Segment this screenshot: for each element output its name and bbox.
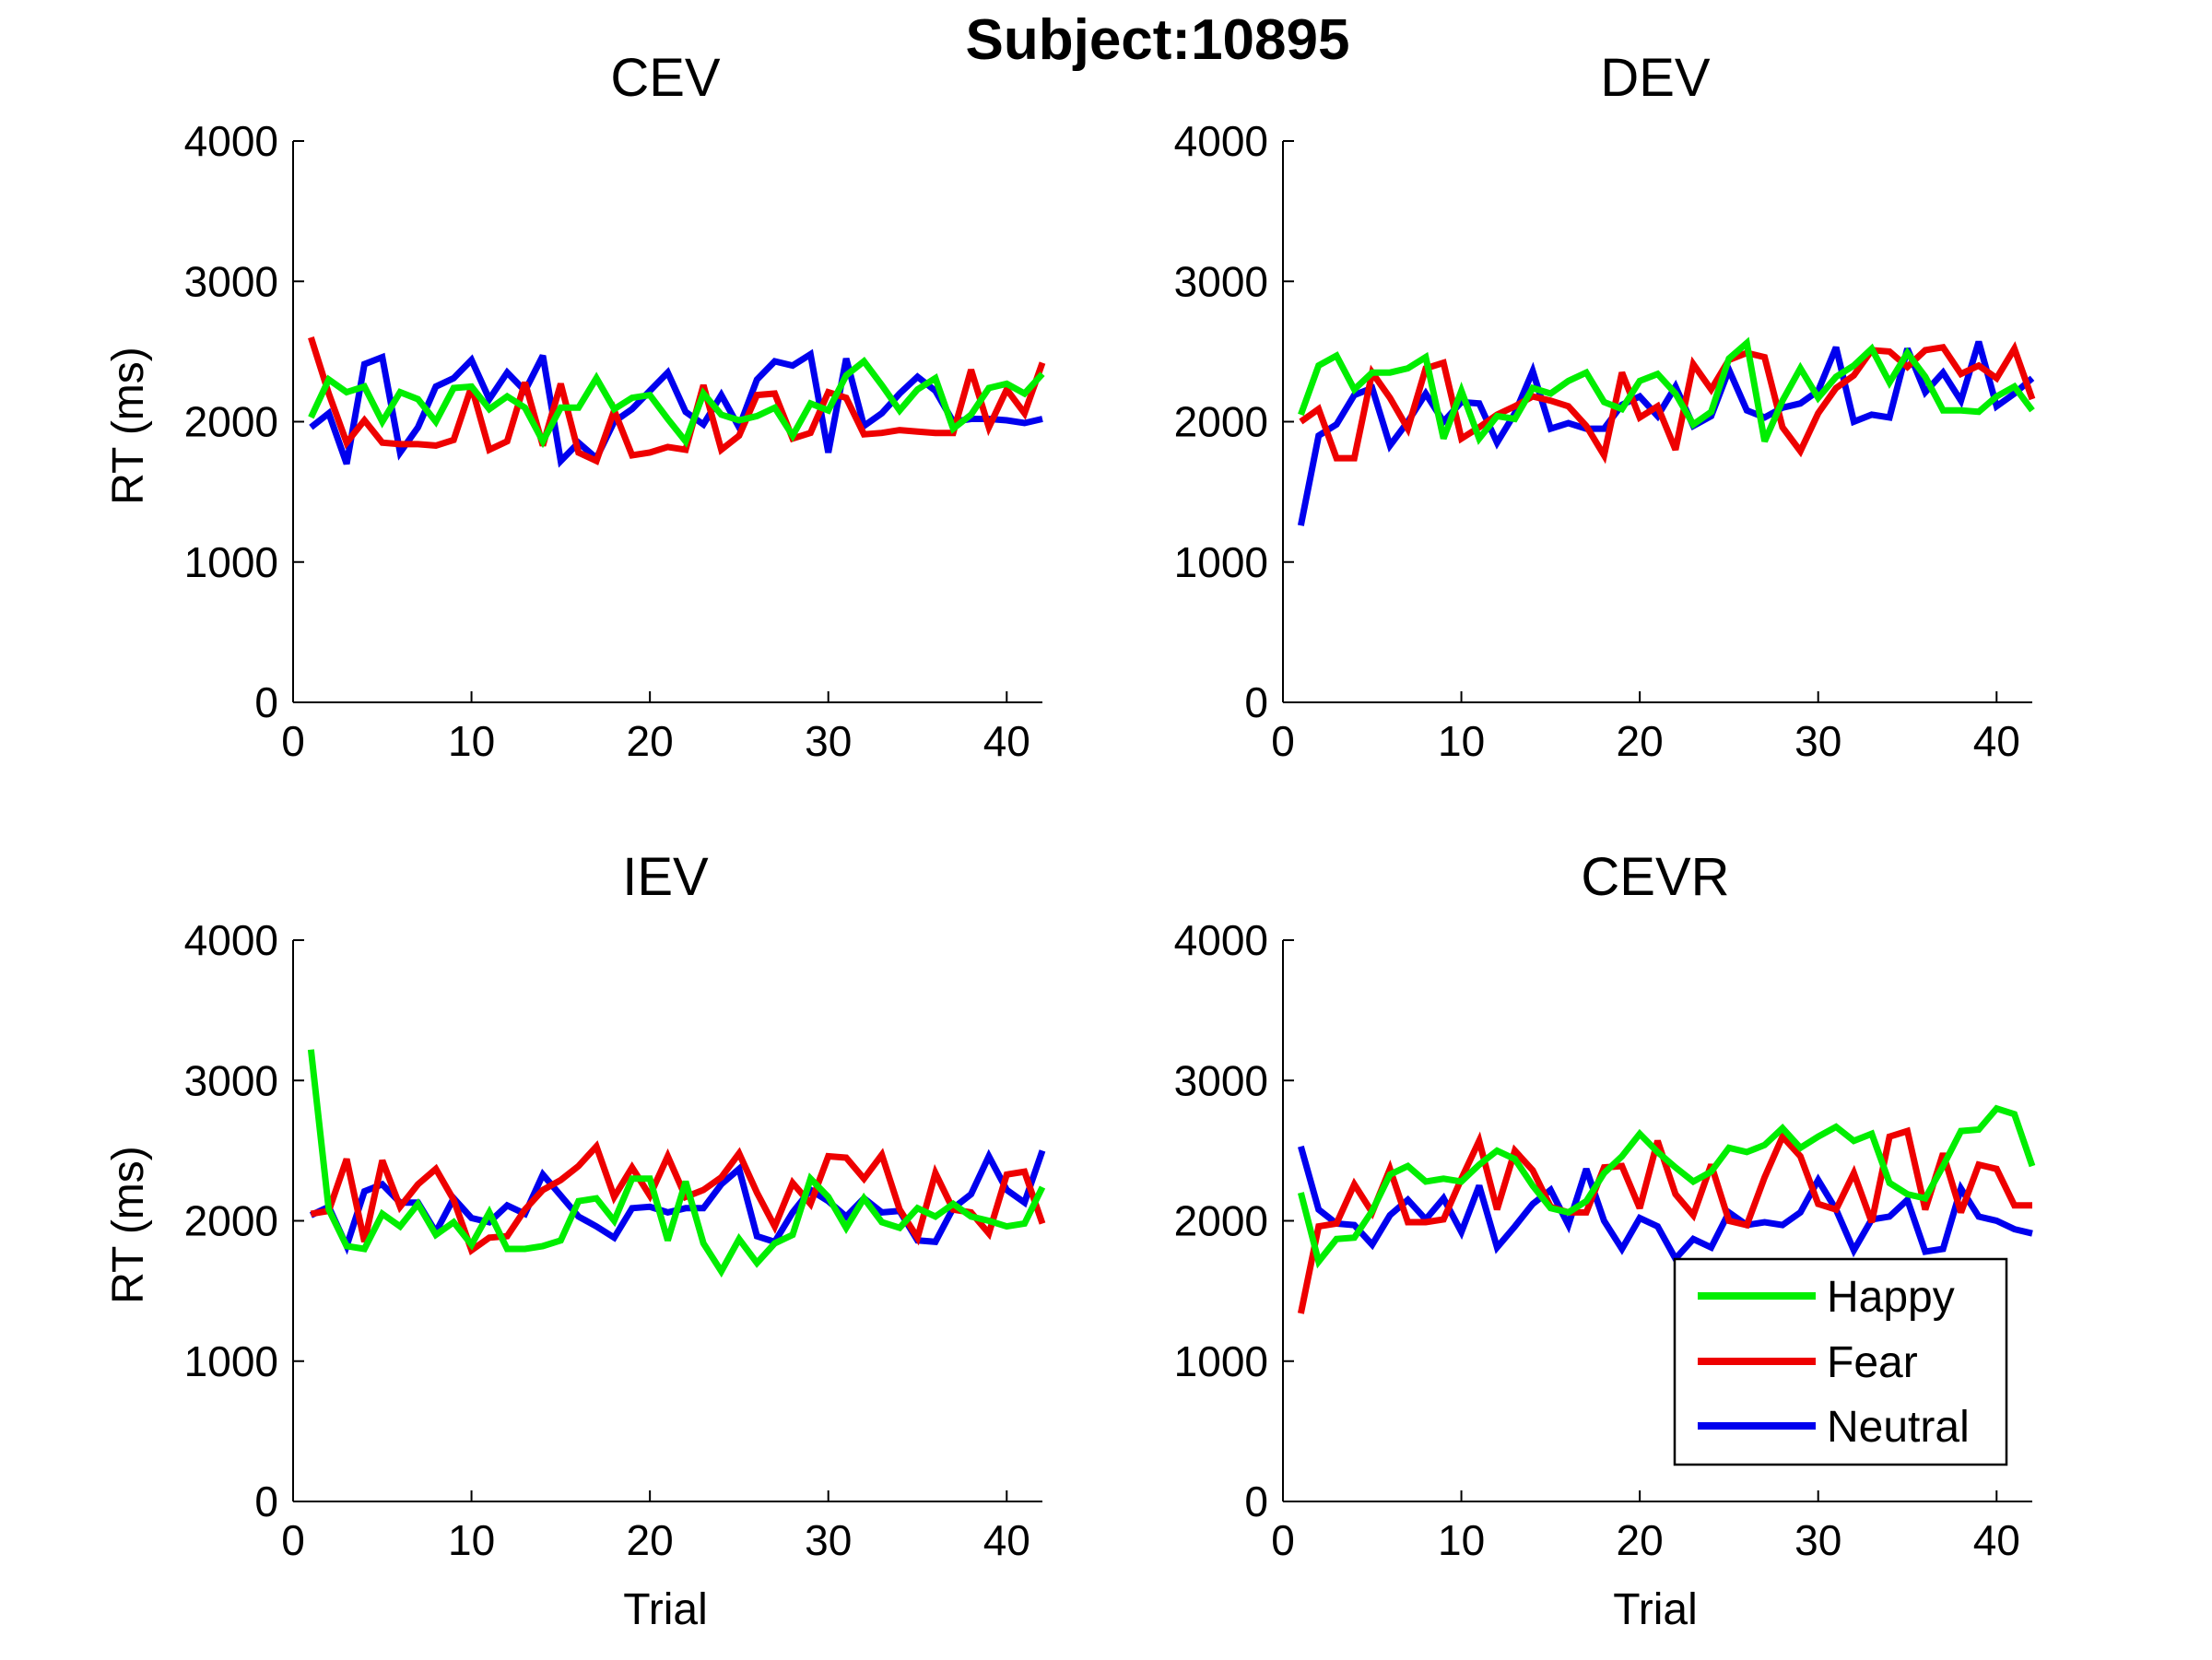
subplot-cevr: CEVR Trial 0 10 20 30 40 0 1000 2000 3000 4000: [1174, 847, 2036, 1634]
series-line-happy: [308, 357, 1045, 449]
y-tick-label: 2000: [1174, 398, 1268, 446]
x-tick-label: 40: [1973, 717, 2020, 765]
y-tick-label: 1000: [184, 1337, 278, 1385]
subplot-cev: CEV RT (ms) 0 10 20 30 40 0 1000 2000 3000 4000: [104, 48, 1046, 765]
y-tick-label: 3000: [184, 257, 278, 305]
x-tick-label: 10: [1438, 1516, 1485, 1564]
legend-label-neutral: Neutral: [1827, 1403, 1970, 1452]
series-line-happy: [307, 1049, 1046, 1278]
y-tick-label: 0: [254, 678, 278, 726]
y-tick-label: 0: [254, 1478, 278, 1525]
x-tick-label: 20: [1617, 717, 1664, 765]
panel-title: IEV: [622, 847, 709, 907]
x-tick-label: 20: [627, 717, 674, 765]
y-tick-label: 2000: [184, 1197, 278, 1245]
y-tick-label: 1000: [1174, 1337, 1268, 1385]
series-line-fear: [1299, 341, 2036, 465]
y-tick-label: 0: [1244, 1478, 1268, 1525]
series-line-fear: [310, 1140, 1046, 1256]
y-tick-label: 4000: [1174, 916, 1268, 964]
x-tick-label: 30: [1794, 1516, 1841, 1564]
series-line-fear: [308, 336, 1046, 465]
x-tick-label: 30: [805, 1516, 852, 1564]
x-tick-label: 40: [1973, 1516, 2020, 1564]
series-line-neutral: [309, 348, 1043, 468]
series-line-fear: [1297, 1126, 2032, 1314]
x-tick-label: 0: [1271, 1516, 1295, 1564]
x-tick-label: 30: [805, 717, 852, 765]
legend: Happy Fear Neutral: [1673, 1257, 2008, 1466]
y-tick-label: 1000: [184, 538, 278, 586]
legend-label-fear: Fear: [1827, 1338, 1918, 1387]
y-tick-label: 4000: [1174, 117, 1268, 165]
series-line-happy: [1298, 336, 2035, 445]
panel-title: CEV: [610, 48, 721, 108]
y-tick-label: 4000: [184, 916, 278, 964]
y-tick-label: 2000: [1174, 1197, 1268, 1245]
x-tick-label: 20: [1617, 1516, 1664, 1564]
x-axis-label: Trial: [623, 1585, 708, 1634]
x-tick-label: 10: [448, 1516, 495, 1564]
x-tick-label: 10: [448, 717, 495, 765]
panel-title: CEVR: [1581, 847, 1729, 907]
x-tick-label: 0: [281, 717, 305, 765]
x-tick-label: 20: [627, 1516, 674, 1564]
subplot-dev: DEV 0 10 20 30 40 0 1000 2000 3000 4000: [1174, 48, 2036, 765]
x-tick-label: 30: [1794, 717, 1841, 765]
x-tick-label: 0: [1271, 717, 1295, 765]
x-tick-label: 10: [1438, 717, 1485, 765]
y-axis-label: RT (ms): [104, 1146, 153, 1304]
y-tick-label: 1000: [1174, 538, 1268, 586]
panel-title: DEV: [1600, 48, 1711, 108]
y-tick-label: 0: [1244, 678, 1268, 726]
y-tick-label: 3000: [1174, 257, 1268, 305]
x-tick-label: 0: [281, 1516, 305, 1564]
legend-label-happy: Happy: [1827, 1273, 1955, 1322]
y-tick-label: 3000: [184, 1056, 278, 1104]
y-tick-label: 4000: [184, 117, 278, 165]
y-tick-label: 3000: [1174, 1056, 1268, 1104]
series-line-neutral: [1298, 1145, 2033, 1265]
x-tick-label: 40: [983, 1516, 1030, 1564]
x-tick-label: 40: [983, 717, 1030, 765]
y-tick-label: 2000: [184, 398, 278, 446]
y-axis-label: RT (ms): [104, 347, 153, 505]
subplot-iev: IEV RT (ms) Trial 0 10 20 30 40 0 1000 2000 3000…: [104, 847, 1046, 1634]
x-axis-label: Trial: [1613, 1585, 1698, 1634]
series-line-happy: [1298, 1104, 2036, 1269]
figure-suptitle: Subject:10895: [966, 8, 1350, 72]
